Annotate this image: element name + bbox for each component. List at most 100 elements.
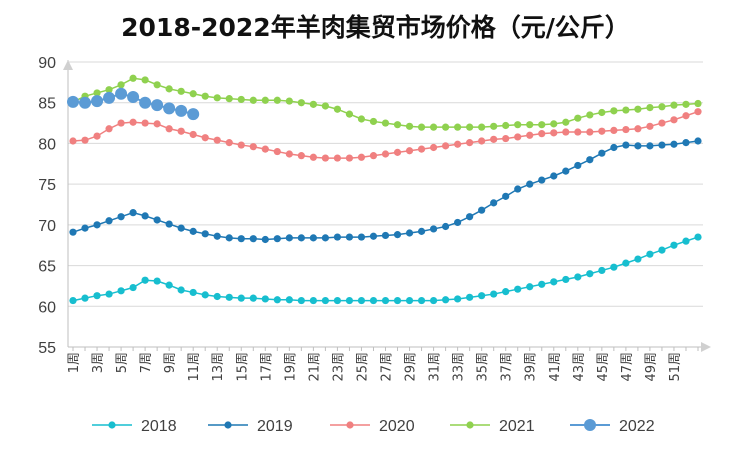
series-2018 xyxy=(69,233,702,305)
x-axis-ticks: 1周 3周 5周 7周 9周 11周 13周 15周 17周 19周 21周 23周 25周 27周 29周… xyxy=(67,352,683,382)
data-point xyxy=(261,235,269,244)
data-point xyxy=(333,233,342,241)
data-point xyxy=(273,147,281,156)
data-point xyxy=(225,234,233,242)
data-point xyxy=(261,295,269,303)
data-point xyxy=(285,150,293,158)
data-point xyxy=(225,139,233,147)
data-point xyxy=(141,119,149,127)
data-point xyxy=(201,230,209,238)
legend-marker xyxy=(346,421,354,429)
data-point xyxy=(285,234,293,242)
y-tick-label: 60 xyxy=(38,299,56,316)
data-point xyxy=(129,283,137,292)
data-point xyxy=(321,154,330,162)
x-tick-label: 11周 xyxy=(187,352,202,382)
data-point xyxy=(526,180,534,188)
x-tick-label: 51周 xyxy=(668,352,683,382)
data-point xyxy=(526,283,534,291)
data-point xyxy=(141,276,149,284)
data-point xyxy=(117,81,125,89)
data-point xyxy=(129,209,137,217)
data-point xyxy=(333,154,342,162)
data-point xyxy=(117,287,125,295)
y-tick-label: 65 xyxy=(38,259,56,276)
data-point xyxy=(357,233,366,241)
data-point xyxy=(117,213,125,221)
data-point xyxy=(369,152,378,160)
data-point xyxy=(598,266,606,275)
data-point xyxy=(466,123,474,131)
data-point xyxy=(441,142,450,150)
data-point xyxy=(151,99,164,112)
data-point xyxy=(466,293,474,301)
x-tick-label: 37周 xyxy=(500,352,515,382)
data-point xyxy=(153,277,161,285)
gridlines xyxy=(68,61,703,307)
data-point xyxy=(297,152,305,160)
data-point xyxy=(658,141,666,149)
data-point xyxy=(93,89,101,97)
data-point xyxy=(646,142,654,150)
data-point xyxy=(189,90,197,98)
y-tick-label: 85 xyxy=(38,96,56,113)
data-point xyxy=(478,292,486,300)
data-point xyxy=(261,145,269,153)
x-tick-label: 23周 xyxy=(331,352,346,382)
data-point xyxy=(105,290,113,298)
data-point xyxy=(610,143,618,152)
data-point xyxy=(393,148,402,156)
data-point xyxy=(526,131,534,139)
data-point xyxy=(187,108,200,121)
data-point xyxy=(694,233,702,241)
data-point xyxy=(429,225,438,233)
data-point xyxy=(93,292,101,300)
data-point xyxy=(333,296,342,305)
data-point xyxy=(141,212,149,220)
data-point xyxy=(237,141,245,149)
data-point xyxy=(189,288,197,297)
data-point xyxy=(622,106,630,114)
data-point xyxy=(550,278,558,286)
data-point xyxy=(165,85,173,93)
data-point xyxy=(201,291,209,299)
data-point xyxy=(369,232,378,240)
data-point xyxy=(670,140,678,148)
data-point xyxy=(345,110,354,118)
data-point xyxy=(670,241,678,249)
data-point xyxy=(646,122,654,130)
data-point xyxy=(381,231,390,240)
data-point xyxy=(694,108,702,116)
data-point xyxy=(285,97,293,105)
data-point xyxy=(273,235,281,243)
data-point xyxy=(682,112,690,120)
data-point xyxy=(177,127,185,135)
data-point xyxy=(381,296,390,305)
legend-marker xyxy=(224,421,232,429)
axes xyxy=(63,60,711,352)
data-point xyxy=(369,117,378,126)
data-point xyxy=(417,296,426,305)
data-point xyxy=(429,296,438,305)
data-point xyxy=(405,296,414,305)
data-point xyxy=(622,141,630,149)
data-point xyxy=(393,231,402,239)
data-point xyxy=(309,296,317,305)
data-point xyxy=(562,118,570,126)
data-point xyxy=(129,118,137,126)
data-point xyxy=(610,107,618,115)
data-point xyxy=(165,220,173,228)
data-point xyxy=(115,87,128,100)
x-tick-label: 25周 xyxy=(355,352,370,382)
data-point xyxy=(634,255,642,263)
data-point xyxy=(237,95,245,104)
data-point xyxy=(297,296,305,305)
series-group xyxy=(67,74,702,305)
data-point xyxy=(81,294,89,302)
legend-marker xyxy=(108,421,116,429)
data-point xyxy=(93,221,101,229)
data-point xyxy=(646,250,654,258)
data-point xyxy=(237,294,245,302)
data-point xyxy=(177,87,185,95)
data-point xyxy=(634,105,642,113)
